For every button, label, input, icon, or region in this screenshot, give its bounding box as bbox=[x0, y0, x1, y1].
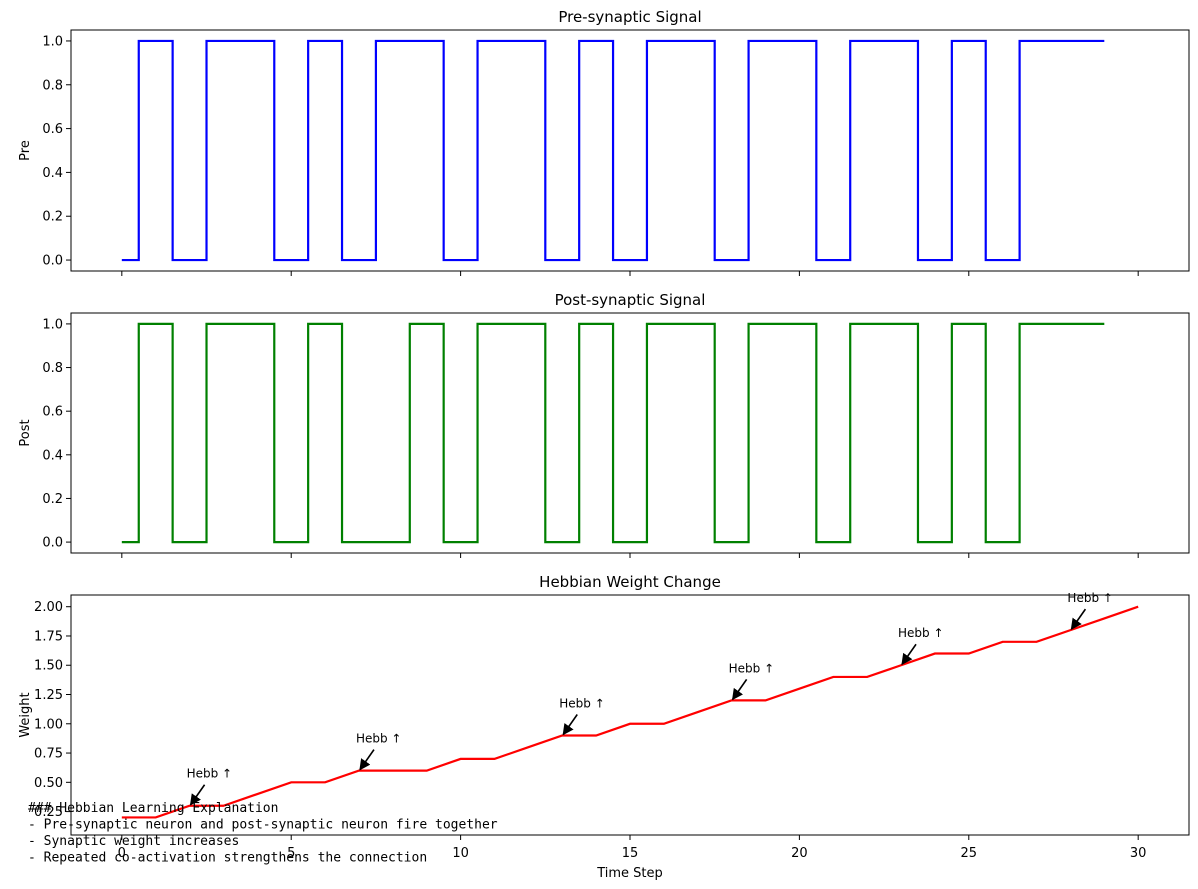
annotation-label: Hebb ↑ bbox=[559, 696, 605, 710]
y-tick-label: 1.00 bbox=[34, 717, 63, 732]
explanation-line: - Synaptic weight increases bbox=[28, 834, 239, 849]
hebb-annotation: Hebb ↑ bbox=[559, 696, 605, 736]
annotation-arrow bbox=[731, 678, 748, 701]
explanation-text: ### Hebbian Learning Explanation - Pre-sy… bbox=[28, 801, 498, 866]
y-tick-label: 1.0 bbox=[42, 317, 63, 332]
y-tick-label: 0.50 bbox=[34, 776, 63, 791]
series-line bbox=[121, 322, 1105, 544]
panel-2: Post-synaptic Signal Post 0.0 0.2 0.4 0.6 0.8 1… bbox=[18, 291, 1190, 558]
y-axis-label: Pre bbox=[18, 140, 33, 161]
hebb-annotation: Hebb ↑ bbox=[898, 626, 944, 666]
annotation-label: Hebb ↑ bbox=[187, 767, 233, 781]
y-axis-label: Post bbox=[18, 419, 33, 446]
x-tick-label: 0 bbox=[118, 846, 126, 861]
y-tick-label: 1.25 bbox=[34, 688, 63, 703]
annotation-arrow bbox=[1070, 608, 1087, 631]
y-tick-label: 2.00 bbox=[34, 600, 63, 615]
x-tick-label: 15 bbox=[622, 846, 639, 861]
y-tick-label: 0.75 bbox=[34, 747, 63, 762]
annotation-label: Hebb ↑ bbox=[1067, 591, 1113, 605]
panel-title: Hebbian Weight Change bbox=[539, 573, 721, 591]
annotation-label: Hebb ↑ bbox=[356, 732, 402, 746]
hebb-annotation: Hebb ↑ bbox=[187, 767, 233, 806]
hebb-annotation: Hebb ↑ bbox=[729, 661, 775, 701]
hebb-annotation: Hebb ↑ bbox=[356, 732, 402, 771]
hebb-annotation: Hebb ↑ bbox=[1067, 591, 1113, 631]
annotation-arrow bbox=[901, 643, 917, 666]
annotation-arrow bbox=[562, 714, 578, 736]
axes-frame bbox=[70, 594, 1190, 836]
y-tick-label: 0.25 bbox=[34, 805, 63, 820]
annotation-arrow bbox=[359, 749, 375, 771]
x-tick-label: 10 bbox=[452, 846, 469, 861]
y-tick-label: 0.0 bbox=[42, 536, 63, 551]
y-tick-label: 0.4 bbox=[42, 448, 63, 463]
y-tick-label: 0.0 bbox=[42, 254, 63, 269]
y-tick-label: 0.8 bbox=[42, 361, 63, 376]
x-axis-label: Time Step bbox=[596, 866, 663, 881]
y-tick-label: 0.4 bbox=[42, 166, 63, 181]
y-tick-label: 0.8 bbox=[42, 78, 63, 93]
x-tick-label: 20 bbox=[791, 846, 808, 861]
y-tick-label: 1.50 bbox=[34, 659, 63, 674]
y-tick-label: 0.6 bbox=[42, 405, 63, 420]
panel-3: Hebbian Weight Change Weight 0.25 0.50 0.75 1… bbox=[18, 573, 1190, 881]
x-tick-label: 25 bbox=[961, 846, 978, 861]
annotation-label: Hebb ↑ bbox=[898, 626, 944, 640]
panel-title: Post-synaptic Signal bbox=[555, 291, 706, 309]
explanation-line: ### Hebbian Learning Explanation bbox=[28, 801, 278, 816]
annotation-arrow bbox=[189, 784, 206, 806]
y-tick-label: 1.0 bbox=[42, 34, 63, 49]
y-tick-label: 0.2 bbox=[42, 492, 63, 507]
y-tick-label: 0.2 bbox=[42, 210, 63, 225]
x-tick-label: 5 bbox=[287, 846, 295, 861]
explanation-line: - Repeated co-activation strengthens the… bbox=[28, 851, 427, 866]
y-axis-label: Weight bbox=[18, 692, 33, 737]
y-tick-label: 1.75 bbox=[34, 629, 63, 644]
annotation-label: Hebb ↑ bbox=[729, 661, 775, 675]
x-tick-label: 30 bbox=[1130, 846, 1147, 861]
axes-frame bbox=[70, 312, 1190, 554]
panel-title: Pre-synaptic Signal bbox=[558, 8, 701, 26]
series-line bbox=[121, 39, 1105, 262]
explanation-line: - Pre-synaptic neuron and post-synaptic … bbox=[28, 818, 498, 833]
series-line bbox=[121, 605, 1139, 819]
y-tick-label: 0.6 bbox=[42, 122, 63, 137]
axes-frame bbox=[70, 29, 1190, 272]
panel-1: Pre-synaptic Signal Pre 0.0 0.2 0.4 0.6 0.8 1.0 bbox=[18, 8, 1190, 276]
